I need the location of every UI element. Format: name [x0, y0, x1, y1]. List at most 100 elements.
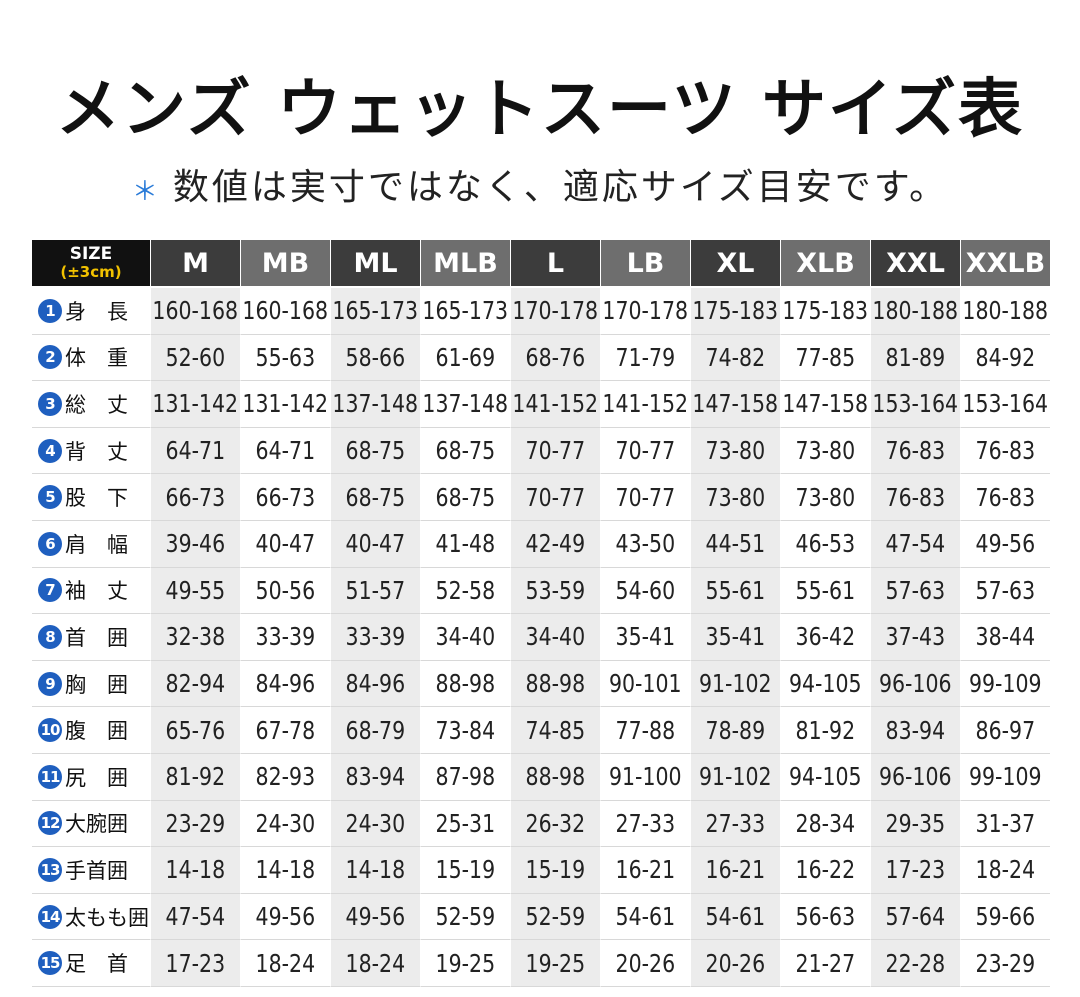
value-cell: 160-168 — [240, 288, 330, 335]
value-cell: 153-164 — [960, 381, 1050, 428]
value-cell: 78-89 — [690, 707, 780, 754]
value-cell: 68-75 — [330, 474, 420, 521]
value-cell: 88-98 — [510, 660, 600, 708]
value: 43-50 — [615, 529, 676, 559]
value: 68-75 — [345, 436, 406, 466]
value: 57-63 — [885, 575, 946, 605]
value: 55-63 — [255, 342, 316, 372]
value-cell: 18-24 — [240, 940, 330, 987]
value-cell: 175-183 — [780, 288, 870, 335]
value: 49-56 — [345, 902, 406, 932]
value-cell: 23-29 — [150, 800, 240, 848]
value: 70-77 — [525, 436, 586, 466]
row-label: 手首囲 — [65, 858, 128, 883]
value: 65-76 — [165, 715, 226, 745]
value-cell: 67-78 — [240, 707, 330, 754]
column-header: LB — [601, 240, 690, 286]
value: 52-60 — [165, 342, 226, 372]
value-cell: 175-183 — [690, 288, 780, 335]
value-cell: 43-50 — [600, 521, 690, 568]
value-cell: 91-100 — [600, 754, 690, 801]
value-cell: 31-37 — [960, 800, 1050, 848]
value-cell: 160-168 — [150, 288, 240, 335]
value: 165-173 — [422, 296, 509, 326]
row-label-cell: 11 尻 囲 — [32, 754, 150, 801]
row-number: 13 — [38, 857, 62, 882]
value-cell: 17-23 — [870, 847, 960, 894]
value: 91-102 — [699, 762, 772, 792]
value-cell: 73-84 — [420, 707, 510, 754]
value-cell: 25-31 — [420, 800, 510, 848]
row-number: 5 — [38, 485, 62, 510]
value-cell: 15-19 — [420, 847, 510, 894]
value-cell: 51-57 — [330, 567, 420, 615]
value: 44-51 — [705, 529, 766, 559]
value-cell: 88-98 — [510, 754, 600, 801]
value: 175-183 — [782, 296, 869, 326]
value: 14-18 — [165, 855, 226, 885]
value-cell: 68-75 — [330, 427, 420, 475]
value-cell: 180-188 — [960, 288, 1050, 335]
value: 15-19 — [525, 855, 586, 885]
value: 68-75 — [345, 482, 406, 512]
value: 71-79 — [615, 342, 676, 372]
row-label-cell: 15 足 首 — [32, 940, 150, 987]
value-cell: 81-89 — [870, 334, 960, 382]
value-cell: 23-29 — [960, 940, 1050, 987]
value: 38-44 — [975, 622, 1036, 652]
row-number: 1 — [38, 298, 62, 323]
value-cell: 14-18 — [150, 847, 240, 894]
value-cell: 153-164 — [870, 381, 960, 428]
value-cell: 65-76 — [150, 707, 240, 754]
row-number: 15 — [38, 951, 62, 976]
value: 73-80 — [705, 482, 766, 512]
value-cell: 18-24 — [960, 847, 1050, 894]
value-cell: 40-47 — [330, 521, 420, 568]
value: 83-94 — [885, 715, 946, 745]
value: 76-83 — [975, 436, 1036, 466]
value-cell: 83-94 — [330, 754, 420, 801]
note-line: ＊ 数値は実寸ではなく、適応サイズ目安です。 — [0, 158, 1080, 210]
value: 73-80 — [795, 436, 856, 466]
value: 34-40 — [435, 622, 496, 652]
value: 160-168 — [152, 296, 239, 326]
row-label: 総 丈 — [65, 392, 128, 417]
value: 17-23 — [165, 948, 226, 978]
value-cell: 59-66 — [960, 893, 1050, 941]
value: 46-53 — [795, 529, 856, 559]
value-cell: 180-188 — [870, 288, 960, 335]
value-cell: 81-92 — [780, 707, 870, 754]
value: 59-66 — [975, 902, 1036, 932]
row-number: 4 — [38, 438, 62, 463]
value-cell: 131-142 — [240, 381, 330, 428]
value-cell: 57-63 — [960, 567, 1050, 615]
value: 22-28 — [885, 948, 946, 978]
value-cell: 24-30 — [330, 800, 420, 848]
value-cell: 73-80 — [780, 474, 870, 521]
value: 153-164 — [962, 389, 1049, 419]
value-cell: 77-85 — [780, 334, 870, 382]
row-label: 袖 丈 — [65, 579, 128, 604]
value: 81-92 — [795, 715, 856, 745]
value-cell: 28-34 — [780, 800, 870, 848]
value-cell: 71-79 — [600, 334, 690, 382]
value: 15-19 — [435, 855, 496, 885]
value: 50-56 — [255, 575, 316, 605]
value-cell: 38-44 — [960, 614, 1050, 661]
value: 96-106 — [879, 762, 952, 792]
row-number: 3 — [38, 391, 62, 416]
value: 47-54 — [165, 902, 226, 932]
value: 88-98 — [435, 669, 496, 699]
value: 66-73 — [165, 482, 226, 512]
value: 52-59 — [525, 902, 586, 932]
value-cell: 16-21 — [690, 847, 780, 894]
value: 16-22 — [795, 855, 856, 885]
value: 99-109 — [969, 669, 1042, 699]
row-label: 腹 囲 — [65, 719, 128, 744]
value-cell: 73-80 — [690, 427, 780, 475]
value-cell: 96-106 — [870, 660, 960, 708]
